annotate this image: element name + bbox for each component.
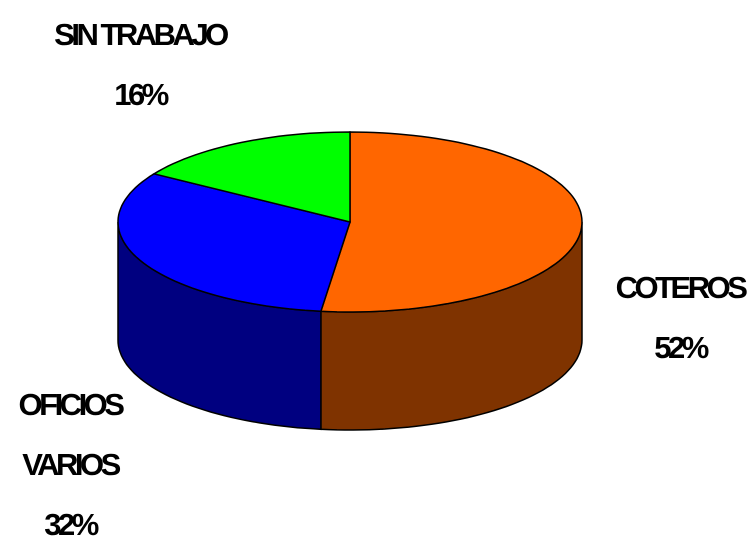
pie-slice — [152, 131, 351, 223]
category-name: SIN TRABAJO — [54, 17, 229, 52]
slice-label: OFICIOS VARIOS 32% — [0, 375, 140, 555]
category-name: OFICIOS VARIOS — [18, 387, 125, 482]
chart: COTEROS 52% OFICIOS VARIOS 32% SIN TRABAJO 16… — [19, 5, 756, 542]
slice-label: SIN TRABAJO 16% — [20, 5, 260, 125]
value-label: 32% — [44, 507, 99, 542]
category-name: COTEROS — [615, 270, 748, 305]
pie-slice — [319, 131, 583, 313]
value-label: 16% — [114, 77, 169, 112]
pie-plot — [117, 131, 583, 431]
value-label: 52% — [654, 330, 709, 365]
slice-label: COTEROS 52% — [590, 258, 756, 378]
